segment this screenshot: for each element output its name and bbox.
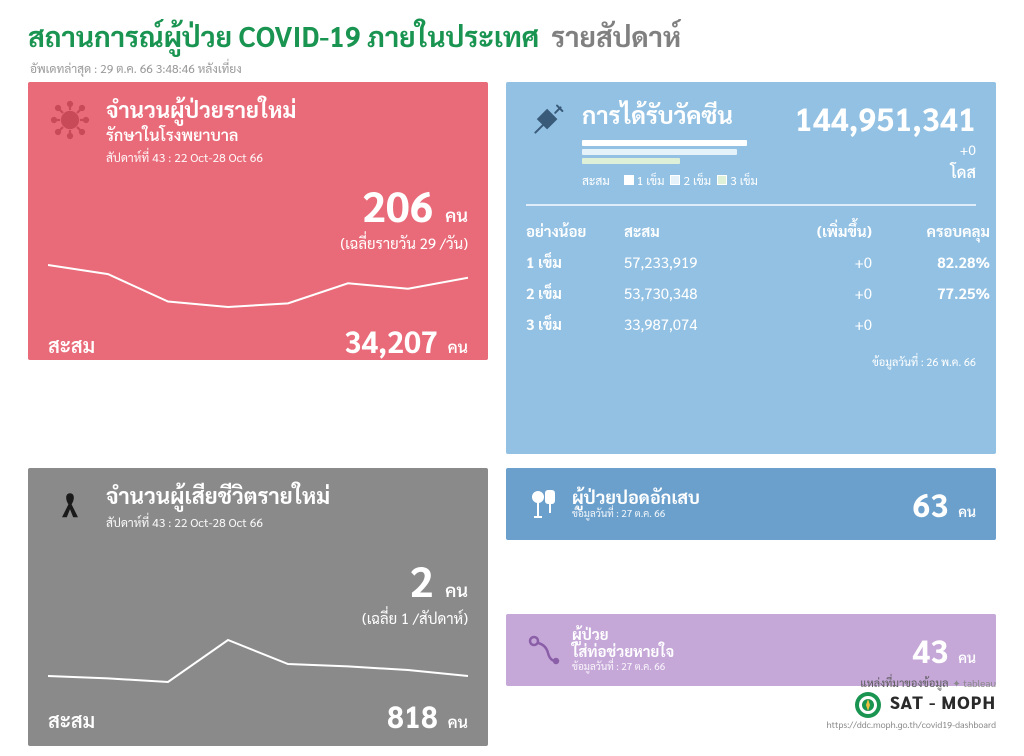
vax-cell-cov: 77.25%	[880, 284, 990, 303]
new-cases-value: 206	[362, 177, 433, 232]
vaccine-bar	[582, 158, 680, 164]
vax-cell-inc: +0	[782, 253, 872, 272]
deaths-avg: (เฉลี่ย 1 /สัปดาห์)	[48, 609, 468, 628]
iv-drip-icon	[526, 487, 560, 521]
vaccine-bars	[582, 140, 782, 168]
tube-value: 43	[912, 630, 948, 671]
legend-swatch	[624, 175, 634, 185]
vaccine-dose-label: โดส	[795, 161, 976, 182]
deaths-unit: คน	[445, 579, 468, 602]
vax-cell-cum: 53,730,348	[624, 284, 774, 303]
source-footer: แหล่งที่มาของข้อมูล ✦ tableau SAT - MOPH…	[827, 670, 996, 731]
page-title-row: สถานการณ์ผู้ป่วย COVID-19 ภายในประเทศ รา…	[28, 18, 996, 54]
tableau-label: ✦ tableau	[952, 677, 996, 690]
page-title-sub: รายสัปดาห์	[551, 18, 681, 54]
vax-cell-dose: 2 เข็ม	[526, 284, 616, 303]
vax-cell-dose: 1 เข็ม	[526, 253, 616, 272]
new-cases-cum-unit: คน	[448, 336, 468, 357]
vaccine-table-row: 2 เข็ม53,730,348+077.25%	[526, 278, 976, 309]
vaccine-legend: สะสม 1 เข็ม 2 เข็ม 3 เข็ม	[582, 172, 782, 188]
ventilator-icon	[526, 633, 560, 667]
virus-icon	[48, 98, 92, 142]
new-cases-title: จำนวนผู้ป่วยรายใหม่	[106, 98, 296, 122]
vaccine-title: การได้รับวัคซีน	[582, 98, 782, 130]
deaths-value: 2	[410, 552, 434, 607]
vaccine-footer: ข้อมูลวันที่ : 26 พ.ค. 66	[526, 354, 976, 369]
new-cases-cum-label: สะสม	[48, 332, 95, 358]
updated-timestamp: อัพเดทล่าสุด : 29 ต.ค. 66 3:48:46 หลังเท…	[30, 60, 996, 76]
pneumonia-value: 63	[912, 484, 948, 525]
new-cases-unit: คน	[445, 204, 468, 227]
vax-th-cov: ครอบคลุม	[880, 222, 990, 241]
deaths-week: สัปดาห์ที่ 43 : 22 Oct-28 Oct 66	[106, 514, 330, 530]
new-cases-avg: (เฉลี่ยรายวัน 29 /วัน)	[48, 234, 468, 253]
vaccine-table-row: 1 เข็ม57,233,919+082.28%	[526, 247, 976, 278]
tube-unit: คน	[958, 649, 976, 667]
source-brand: SAT - MOPH	[890, 691, 996, 714]
moph-logo-icon	[854, 691, 882, 719]
pneumonia-title: ผู้ป่วยปอดอักเสบ	[572, 488, 700, 508]
legend-swatch	[717, 175, 727, 185]
legend-item-label: 1 เข็ม	[637, 172, 665, 188]
source-label: แหล่งที่มาของข้อมูล	[860, 675, 948, 690]
page-title-main: สถานการณ์ผู้ป่วย COVID-19 ภายในประเทศ	[28, 18, 539, 54]
tube-sub: ข้อมูลวันที่ : 27 ต.ค. 66	[572, 660, 674, 673]
vax-cell-cov: 82.28%	[880, 253, 990, 272]
vax-cell-cum: 57,233,919	[624, 253, 774, 272]
legend-swatch	[670, 175, 680, 185]
tube-title-2: ใส่ท่อช่วยหายใจ	[572, 642, 674, 661]
vaccine-total: 144,951,341	[795, 98, 976, 139]
vax-th-cum: สะสม	[624, 222, 774, 241]
source-url: https://ddc.moph.go.th/covid19-dashboard	[827, 719, 996, 731]
vax-cell-cum: 33,987,074	[624, 315, 774, 334]
vax-cell-inc: +0	[782, 315, 872, 334]
deaths-sparkline	[48, 636, 468, 686]
pneumonia-card: ผู้ป่วยปอดอักเสบ ข้อมูลวันที่ : 27 ต.ค. …	[506, 468, 996, 540]
vax-cell-inc: +0	[782, 284, 872, 303]
deaths-cum-unit: คน	[448, 711, 468, 732]
pneumonia-sub: ข้อมูลวันที่ : 27 ต.ค. 66	[572, 507, 700, 520]
vaccine-legend-label: สะสม	[582, 172, 610, 188]
vaccine-bar	[582, 149, 737, 155]
ribbon-icon	[48, 484, 92, 528]
vax-cell-dose: 3 เข็ม	[526, 315, 616, 334]
pneumonia-unit: คน	[958, 503, 976, 521]
deaths-title: จำนวนผู้เสียชีวิตรายใหม่	[106, 484, 330, 508]
syringe-icon	[526, 98, 570, 142]
new-cases-sparkline	[48, 261, 468, 311]
vaccine-table: อย่างน้อย สะสม (เพิ่มขึ้น) ครอบคลุม 1 เข…	[526, 204, 976, 340]
legend-item-label: 3 เข็ม	[730, 172, 758, 188]
vaccine-bar	[582, 140, 747, 146]
vax-th-inc: (เพิ่มขึ้น)	[782, 222, 872, 241]
new-cases-subtitle: รักษาในโรงพยาบาล	[106, 124, 296, 145]
legend-item-label: 2 เข็ม	[683, 172, 711, 188]
deaths-card: จำนวนผู้เสียชีวิตรายใหม่ สัปดาห์ที่ 43 :…	[28, 468, 488, 746]
new-cases-card: จำนวนผู้ป่วยรายใหม่ รักษาในโรงพยาบาล สัป…	[28, 82, 488, 360]
vaccine-card: การได้รับวัคซีน สะสม 1 เข็ม 2 เข็ม 3 เข็ม …	[506, 82, 996, 454]
new-cases-week: สัปดาห์ที่ 43 : 22 Oct-28 Oct 66	[106, 149, 296, 165]
vaccine-table-row: 3 เข็ม 33,987,074 +0	[526, 309, 976, 340]
vax-th-dose: อย่างน้อย	[526, 222, 616, 241]
deaths-cum-label: สะสม	[48, 707, 95, 733]
deaths-cum-value: 818	[387, 696, 438, 735]
vaccine-plus: +0	[795, 141, 976, 159]
new-cases-cum-value: 34,207	[344, 321, 437, 360]
